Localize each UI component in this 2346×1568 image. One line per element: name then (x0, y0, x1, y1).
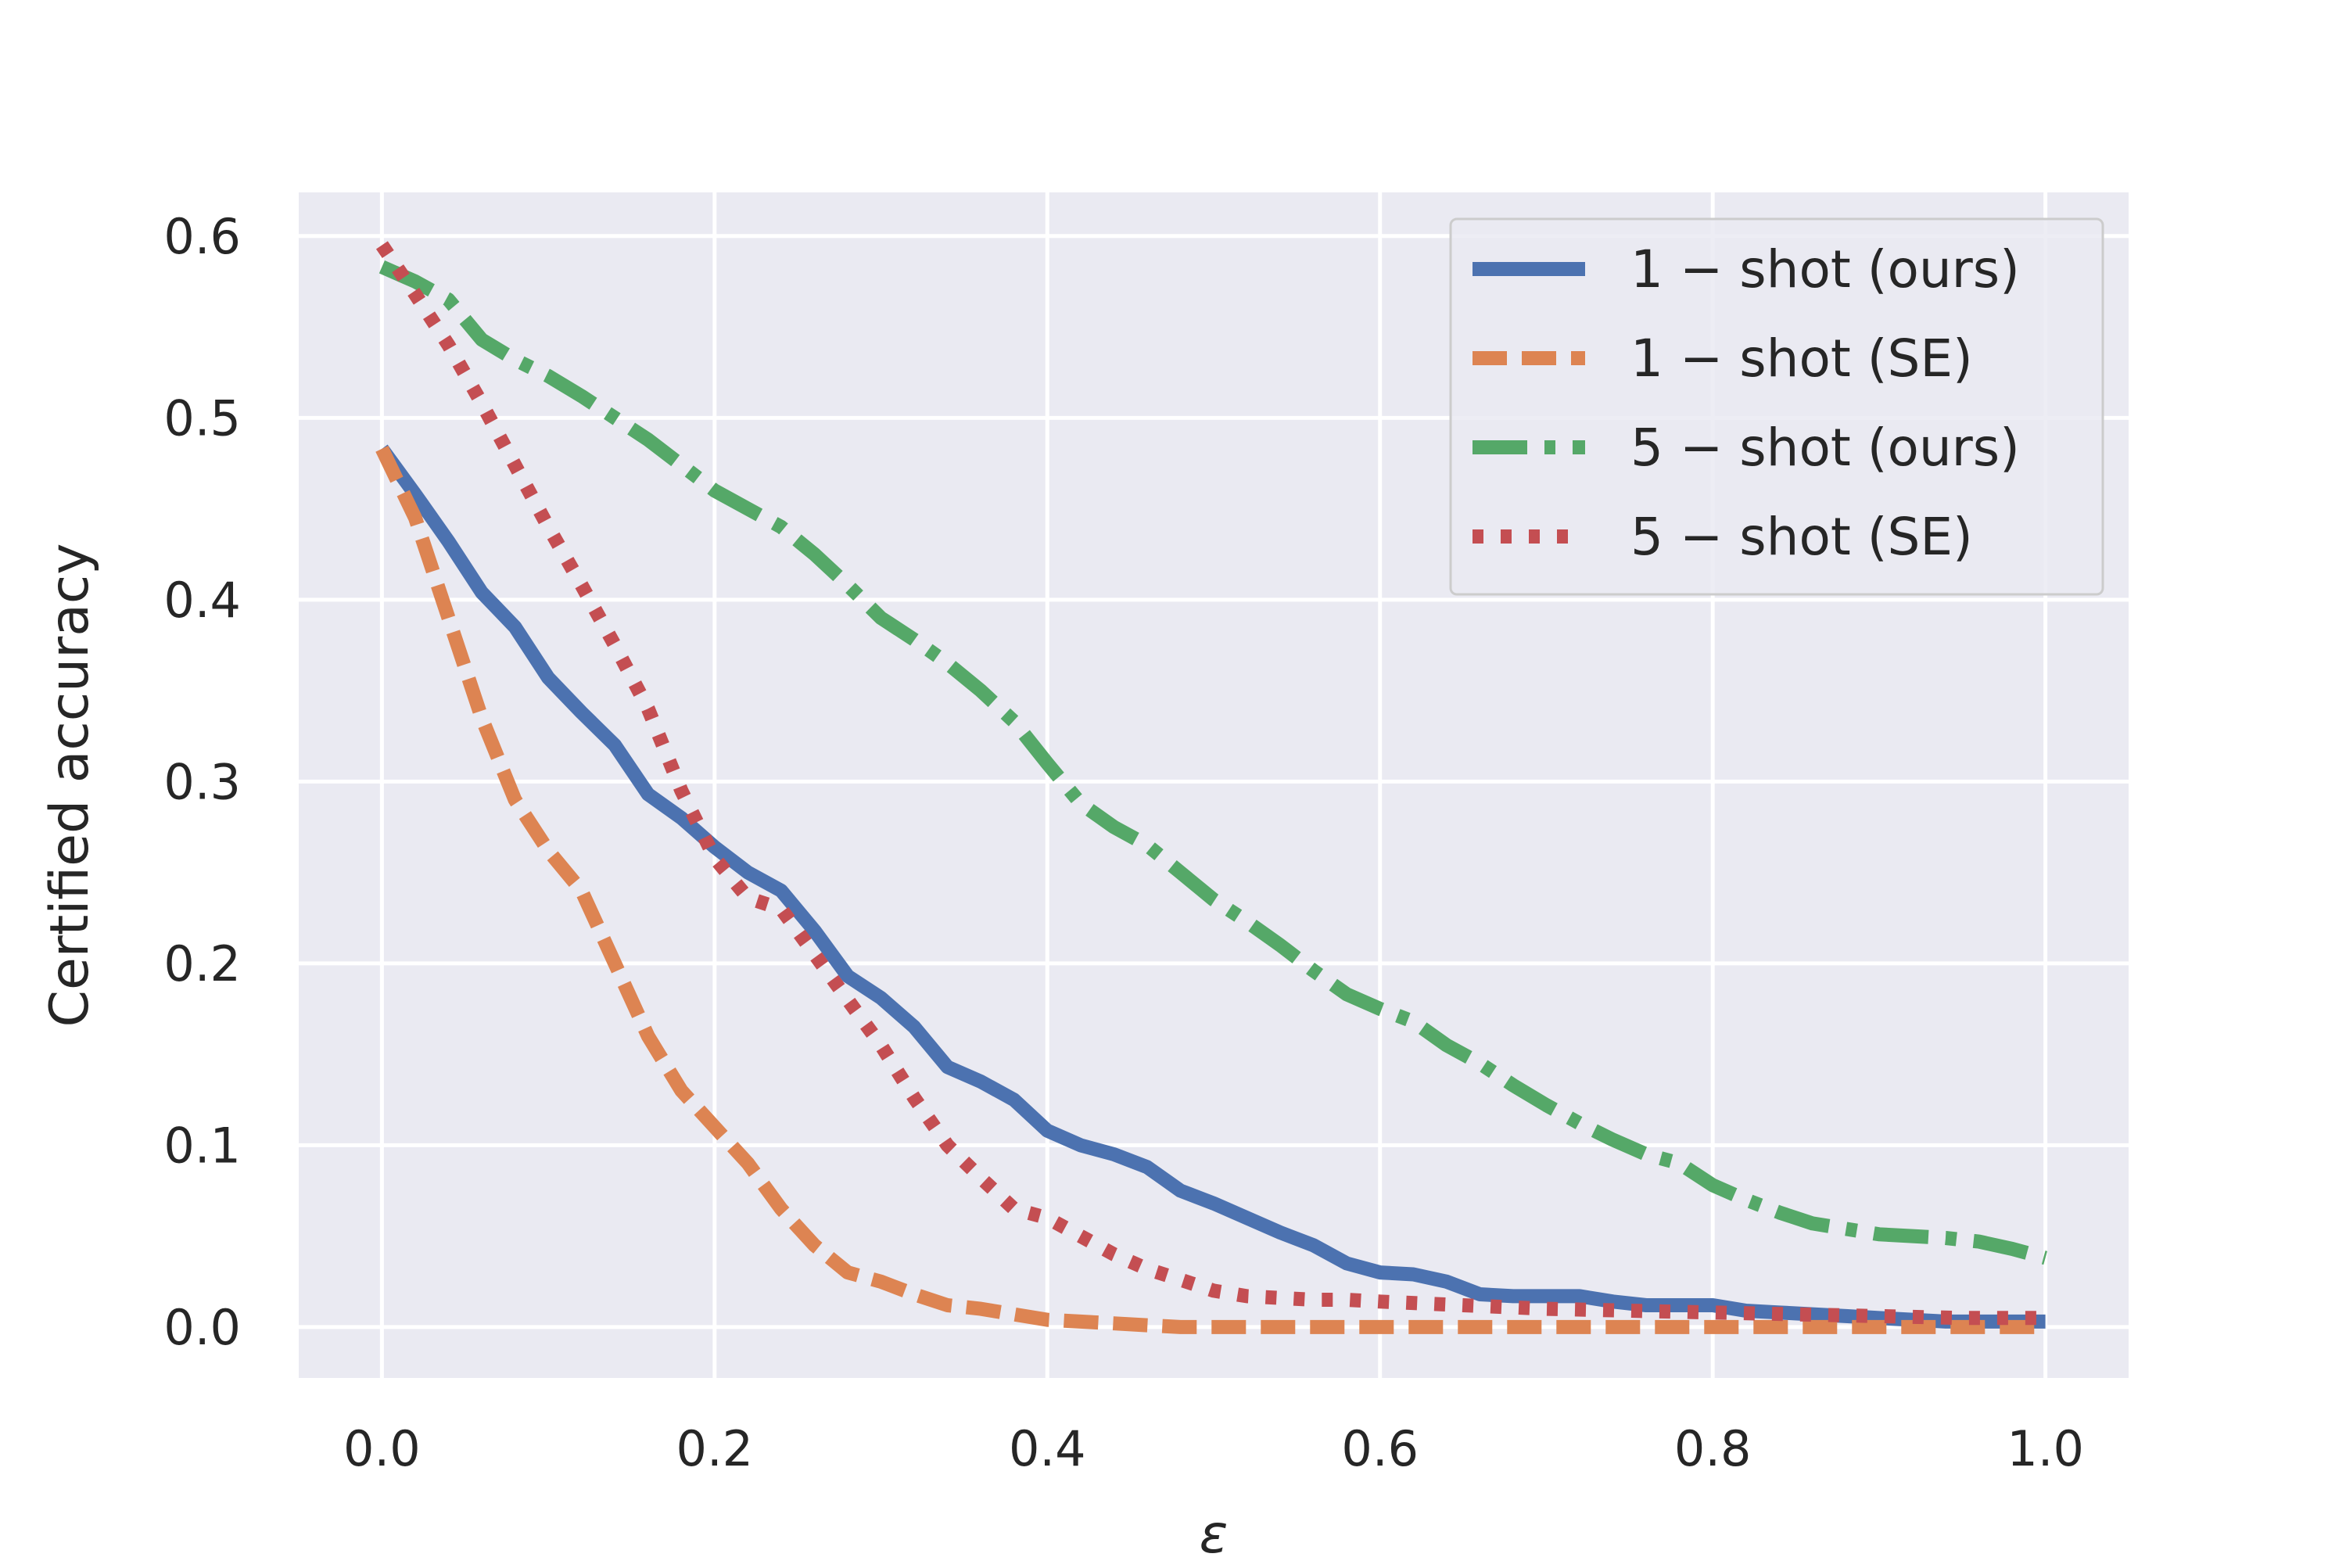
legend: 1 − shot (ours) 1 − shot (SE) 5 − shot (ou… (1449, 217, 2104, 596)
x-tick-label: 0.0 (343, 1420, 421, 1477)
y-tick-label: 0.5 (163, 389, 241, 447)
x-tick-label: 0.4 (1009, 1420, 1086, 1477)
x-tick-label: 0.2 (676, 1420, 754, 1477)
tick-labels: 0.0 0.2 0.4 0.6 0.8 1.0 0.0 0.1 0.2 0.3 0.4 0.5 0.6 (163, 208, 2084, 1477)
series-line-2 (375, 445, 2046, 1334)
y-tick-label: 0.2 (163, 935, 241, 992)
x-tick-label: 0.6 (1341, 1420, 1419, 1477)
x-tick-label: 0.8 (1674, 1420, 1752, 1477)
legend-label-3: 5 − shot (ours) (1630, 418, 2020, 478)
series-lines (375, 241, 2047, 1334)
x-axis-label: ε (1200, 1504, 1229, 1564)
legend-label-4: 5 − shot (SE) (1630, 507, 1973, 567)
y-axis-label: Certified accuracy (39, 543, 101, 1027)
x-tick-label: 1.0 (2007, 1420, 2084, 1477)
legend-items: 1 − shot (ours) 1 − shot (SE) 5 − shot (ou… (1473, 239, 2020, 567)
legend-label-2: 1 − shot (SE) (1630, 328, 1973, 389)
y-tick-label: 0.1 (163, 1117, 241, 1174)
y-tick-label: 0.4 (163, 572, 241, 629)
y-tick-label: 0.3 (163, 753, 241, 810)
series-line-3 (378, 260, 2047, 1265)
legend-label-1: 1 − shot (ours) (1630, 239, 2020, 300)
series-line-1 (376, 444, 2046, 1329)
legend-box (1449, 217, 2104, 596)
y-tick-label: 0.0 (163, 1299, 241, 1356)
y-tick-label: 0.6 (163, 208, 241, 265)
